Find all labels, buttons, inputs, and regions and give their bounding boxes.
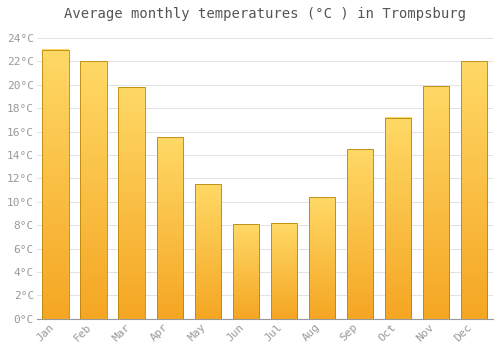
Bar: [194, 184, 221, 319]
Bar: [156, 138, 183, 319]
Title: Average monthly temperatures (°C ) in Trompsburg: Average monthly temperatures (°C ) in Tr…: [64, 7, 466, 21]
Bar: [118, 87, 145, 319]
Bar: [232, 224, 259, 319]
Bar: [80, 61, 107, 319]
Bar: [384, 118, 411, 319]
Bar: [460, 61, 487, 319]
Bar: [270, 223, 297, 319]
Bar: [308, 197, 335, 319]
Bar: [422, 86, 450, 319]
Bar: [42, 50, 69, 319]
Bar: [346, 149, 374, 319]
